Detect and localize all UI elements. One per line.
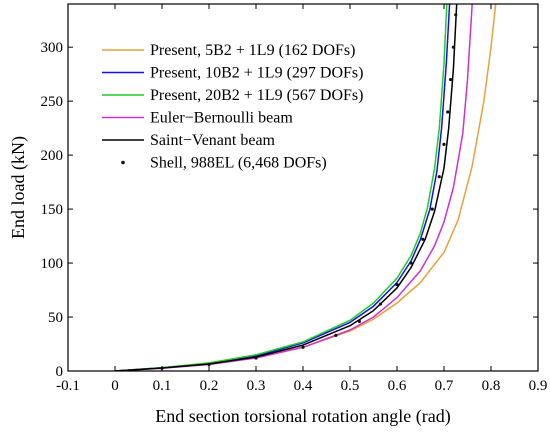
x-tick-label: 0.2: [200, 378, 219, 394]
data-point-marker: [334, 333, 338, 337]
plot-frame: [67, 3, 539, 372]
y-tick-label: 300: [41, 40, 64, 56]
data-point-marker: [301, 345, 305, 349]
data-point-marker: [395, 283, 399, 287]
legend-label: Euler−Bernoulli beam: [150, 110, 293, 127]
data-point-marker: [451, 45, 455, 49]
data-point-marker: [254, 356, 258, 360]
legend-marker: [121, 160, 125, 165]
series-line-4: [114, 4, 473, 371]
data-point-marker: [378, 302, 383, 306]
series-line-2: [114, 4, 451, 371]
x-tick-label: 0.8: [482, 378, 501, 394]
legend: Present, 5B2 + 1L9 (162 DOFs) Present, 10…: [102, 42, 363, 172]
data-point-marker: [357, 319, 361, 323]
legend-label: Present, 5B2 + 1L9 (162 DOFs): [150, 42, 355, 59]
x-tick-label: 0.3: [247, 378, 266, 394]
x-tick-label: 0.7: [435, 378, 454, 394]
plot-content: [114, 4, 497, 371]
y-tick-label: 150: [41, 202, 64, 218]
legend-label: Present, 10B2 + 1L9 (297 DOFs): [150, 65, 363, 82]
legend-item: Euler−Bernoulli beam: [102, 110, 293, 127]
x-tick-label: 0.4: [294, 378, 313, 394]
x-tick-label: 0.6: [388, 378, 407, 394]
data-point-marker: [446, 110, 450, 114]
data-point-marker: [437, 175, 441, 179]
y-axis-label: End load (kN): [8, 136, 29, 239]
legend-item: Present, 5B2 + 1L9 (162 DOFs): [102, 42, 355, 59]
legend-label: Saint−Venant beam: [150, 132, 276, 149]
x-tick-label: 0.1: [153, 378, 172, 394]
series-line-5: [114, 4, 458, 371]
series-line-1: [114, 4, 497, 371]
x-axis-label: End section torsional rotation angle (ra…: [155, 406, 450, 427]
series-line-3: [114, 4, 448, 371]
axis-ticks: -0.1 0 0.1 0.2 0.3 0.4 0.5 0.6 0.7 0.8 0.905010015…: [41, 4, 548, 394]
y-tick-label: 50: [48, 310, 63, 326]
y-tick-label: 200: [41, 148, 64, 164]
data-point-marker: [442, 142, 446, 146]
x-tick-label: -0.1: [56, 378, 80, 394]
legend-item: Present, 20B2 + 1L9 (567 DOFs): [102, 87, 363, 104]
x-tick-label: 0.5: [341, 378, 360, 394]
legend-label: Shell, 988EL (6,468 DOFs): [150, 155, 327, 172]
data-point-marker: [448, 77, 453, 82]
data-point-marker: [421, 237, 425, 241]
data-point-marker: [454, 13, 458, 17]
series-shell-markers: [160, 13, 458, 370]
legend-item: Shell, 988EL (6,468 DOFs): [121, 155, 327, 172]
x-tick-label: 0.9: [529, 378, 548, 394]
y-tick-label: 0: [56, 364, 64, 380]
legend-item: Saint−Venant beam: [102, 132, 276, 149]
data-point-marker: [430, 207, 434, 211]
data-point-marker: [409, 261, 413, 265]
y-tick-label: 250: [41, 94, 64, 110]
x-tick-label: 0: [111, 378, 119, 394]
legend-label: Present, 20B2 + 1L9 (567 DOFs): [150, 87, 363, 104]
legend-item: Present, 10B2 + 1L9 (297 DOFs): [102, 65, 363, 82]
data-point-marker: [207, 362, 211, 367]
y-tick-label: 100: [41, 256, 64, 272]
